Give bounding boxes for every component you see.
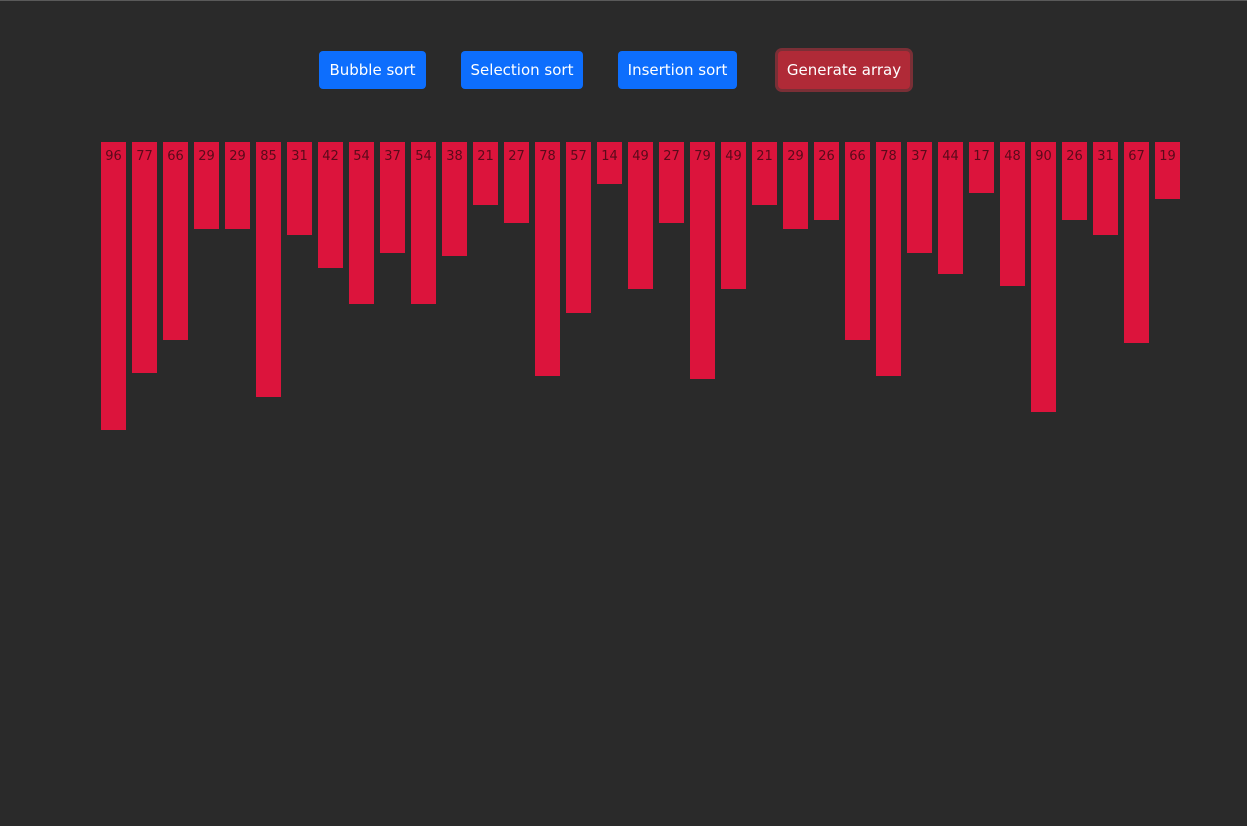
array-bar-value: 31: [291, 149, 308, 164]
array-bar: 31: [1093, 142, 1118, 235]
insertion-sort-button[interactable]: Insertion sort: [618, 51, 737, 89]
bubble-sort-button[interactable]: Bubble sort: [319, 51, 426, 89]
selection-sort-button[interactable]: Selection sort: [461, 51, 583, 89]
array-bar-value: 38: [446, 149, 463, 164]
top-border: [0, 0, 1247, 1]
array-bar: 27: [504, 142, 529, 223]
array-bar-value: 44: [942, 149, 959, 164]
array-bar: 48: [1000, 142, 1025, 286]
array-bar: 66: [845, 142, 870, 340]
array-bar: 66: [163, 142, 188, 340]
array-bar-value: 17: [973, 149, 990, 164]
array-bar: 37: [380, 142, 405, 253]
array-bar-value: 42: [322, 149, 339, 164]
generate-array-button[interactable]: Generate array: [778, 51, 910, 89]
array-bar-value: 79: [694, 149, 711, 164]
array-bar-value: 67: [1128, 149, 1145, 164]
array-bar: 27: [659, 142, 684, 223]
array-bar: 54: [411, 142, 436, 304]
array-bar-value: 48: [1004, 149, 1021, 164]
array-bar: 67: [1124, 142, 1149, 343]
array-bar: 21: [752, 142, 777, 205]
array-bar-value: 21: [756, 149, 773, 164]
array-bar-value: 77: [136, 149, 153, 164]
array-bar: 49: [721, 142, 746, 289]
array-bar: 26: [1062, 142, 1087, 220]
array-bar: 31: [287, 142, 312, 235]
array-bar-value: 66: [849, 149, 866, 164]
array-bar-value: 85: [260, 149, 277, 164]
array-bar: 38: [442, 142, 467, 256]
array-bar: 42: [318, 142, 343, 268]
array-bar: 44: [938, 142, 963, 274]
array-bar: 29: [194, 142, 219, 229]
array-bar-value: 54: [353, 149, 370, 164]
array-bar: 96: [101, 142, 126, 430]
toolbar: Bubble sort Selection sort Insertion sor…: [0, 0, 1247, 120]
array-bar-value: 27: [663, 149, 680, 164]
array-bar-value: 49: [725, 149, 742, 164]
array-bar-value: 96: [105, 149, 122, 164]
array-bar-value: 29: [229, 149, 246, 164]
array-bar: 14: [597, 142, 622, 184]
array-bar-value: 90: [1035, 149, 1052, 164]
array-bar: 78: [535, 142, 560, 376]
array-bar: 79: [690, 142, 715, 379]
array-bar-value: 78: [539, 149, 556, 164]
array-bar: 54: [349, 142, 374, 304]
array-bar-value: 57: [570, 149, 587, 164]
array-bar-value: 26: [818, 149, 835, 164]
array-bar: 19: [1155, 142, 1180, 199]
array-bar: 26: [814, 142, 839, 220]
array-bar-value: 29: [198, 149, 215, 164]
array-bar-value: 19: [1159, 149, 1176, 164]
array-bar: 90: [1031, 142, 1056, 412]
array-bar-value: 54: [415, 149, 432, 164]
array-bar-value: 26: [1066, 149, 1083, 164]
array-bar: 85: [256, 142, 281, 397]
array-bar-value: 31: [1097, 149, 1114, 164]
array-bar-value: 21: [477, 149, 494, 164]
array-bar-value: 27: [508, 149, 525, 164]
array-bar: 49: [628, 142, 653, 289]
array-bar: 77: [132, 142, 157, 373]
array-bar: 57: [566, 142, 591, 313]
array-bar-value: 29: [787, 149, 804, 164]
array-bar: 78: [876, 142, 901, 376]
array-bar-value: 14: [601, 149, 618, 164]
array-bar-value: 66: [167, 149, 184, 164]
array-bar-value: 78: [880, 149, 897, 164]
array-bar: 37: [907, 142, 932, 253]
array-bar: 17: [969, 142, 994, 193]
array-bar: 29: [225, 142, 250, 229]
array-bar-value: 49: [632, 149, 649, 164]
array-bar: 29: [783, 142, 808, 229]
array-bar: 21: [473, 142, 498, 205]
array-bar-value: 37: [384, 149, 401, 164]
array-bar-value: 37: [911, 149, 928, 164]
